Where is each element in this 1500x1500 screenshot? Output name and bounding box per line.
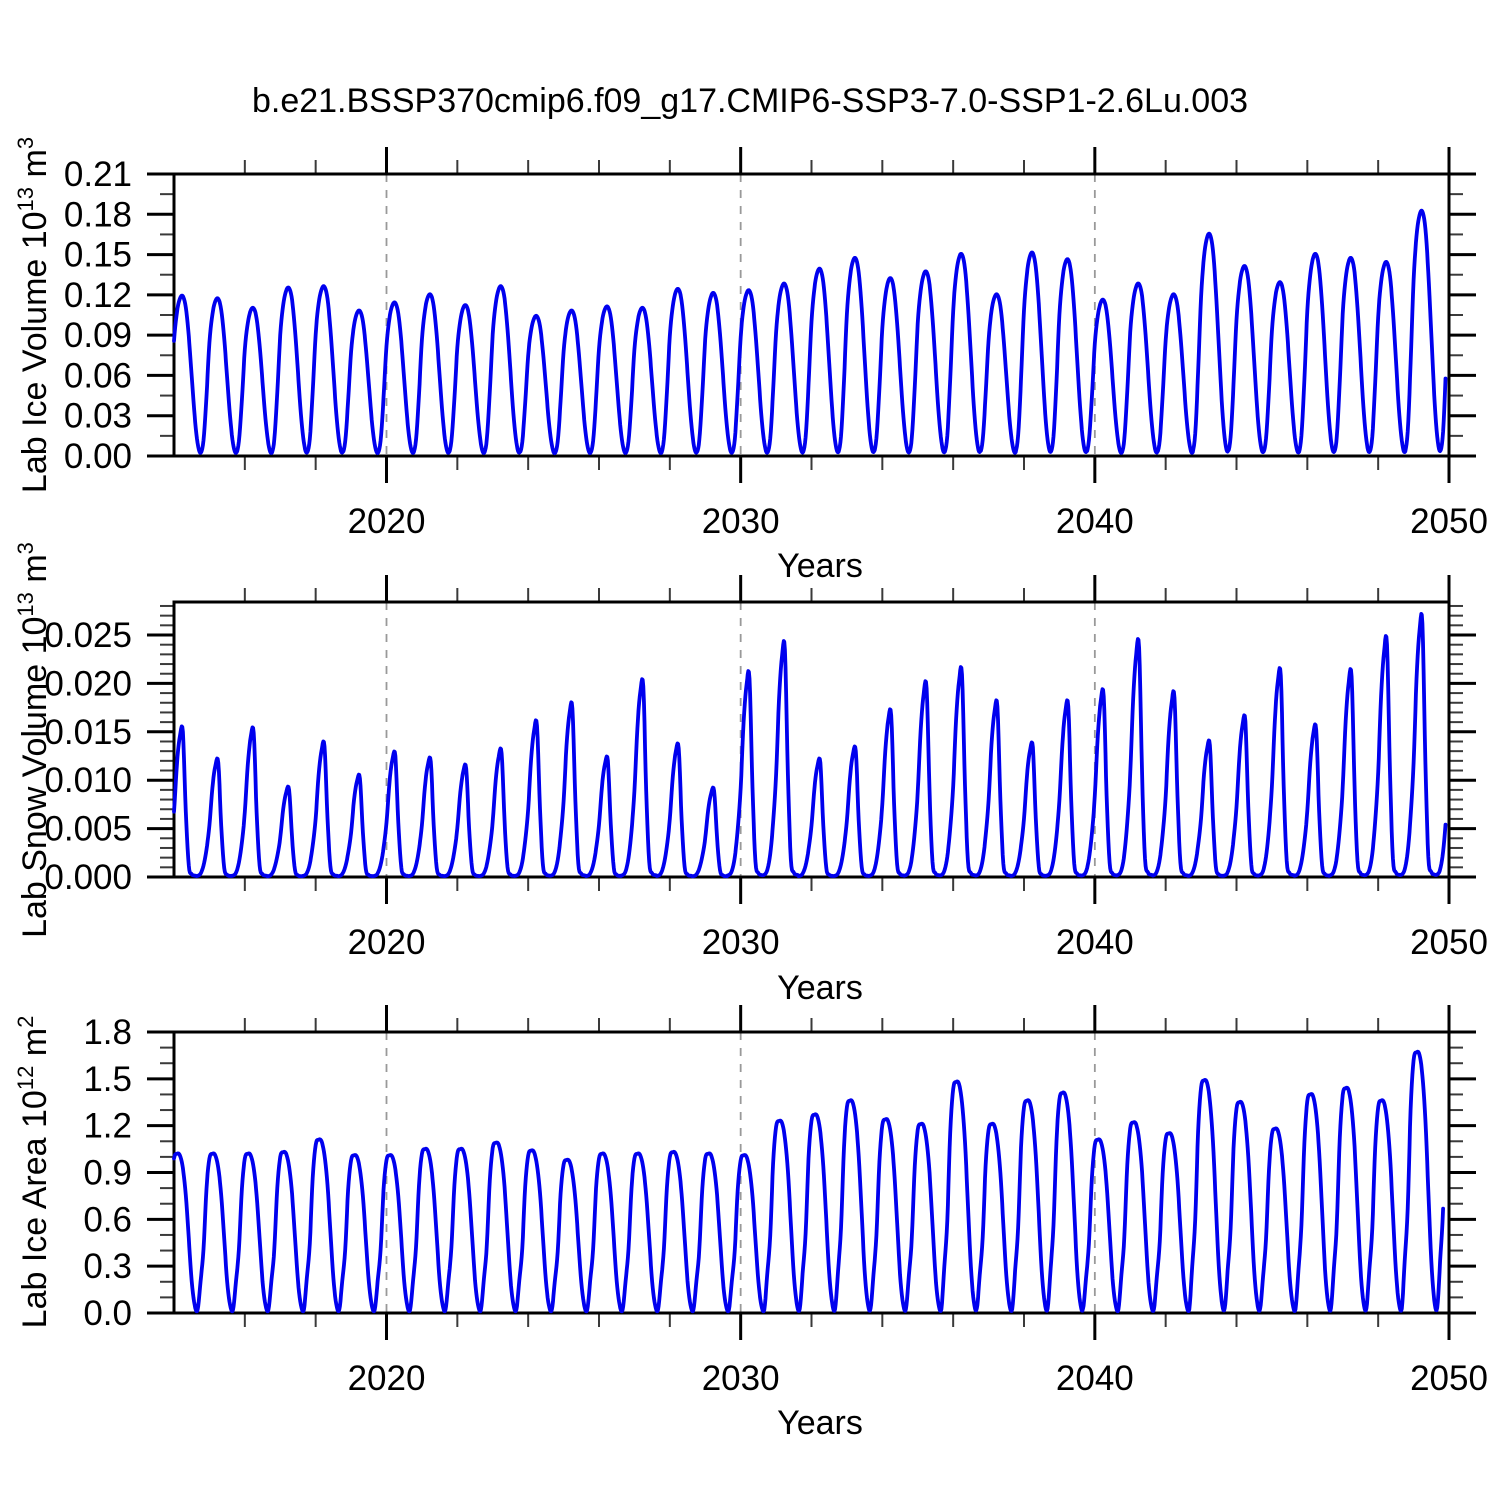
x-tick-label: 2030 xyxy=(702,1359,780,1398)
y-tick-label: 0.09 xyxy=(64,316,132,355)
x-axis-label: Years xyxy=(777,547,863,585)
x-tick-label: 2050 xyxy=(1410,923,1488,962)
y-tick-label: 0.015 xyxy=(44,713,132,752)
y-tick-label: 0.6 xyxy=(83,1200,132,1239)
plot-frame xyxy=(172,172,1451,458)
y-axis-label-text: Lab Ice Volume 10 xyxy=(16,211,54,493)
y-tick-label: 0.18 xyxy=(64,195,132,234)
x-tick-label: 2040 xyxy=(1056,923,1134,962)
x-axis-label: Years xyxy=(777,969,863,1007)
y-axis-label-text: m xyxy=(16,1028,54,1066)
x-tick-label: 2030 xyxy=(702,502,780,541)
chart-title: b.e21.BSSP370cmip6.f09_g17.CMIP6-SSP3-7.… xyxy=(252,82,1248,120)
data-line-lab-ice-area xyxy=(172,1049,1445,1314)
y-axis-label-superscript: 12 xyxy=(13,1066,38,1090)
y-axis-label-text: Lab Ice Area 10 xyxy=(16,1090,54,1328)
y-axis-label-superscript: 3 xyxy=(13,137,38,149)
y-axis-label-superscript: 13 xyxy=(13,187,38,211)
y-axis-label: Lab Snow Volume 1013 m3 xyxy=(13,542,54,938)
data-line-lab-ice-volume xyxy=(172,208,1448,456)
y-axis-label-text: m xyxy=(16,149,54,187)
x-axis-label: Years xyxy=(777,1404,863,1442)
y-tick-label: 0.0 xyxy=(83,1294,132,1333)
y-tick-label: 1.2 xyxy=(83,1107,132,1146)
y-tick-label: 0.020 xyxy=(44,664,132,703)
y-tick-label: 0.3 xyxy=(83,1247,132,1286)
data-line-lab-snow-volume xyxy=(172,612,1448,879)
panel-lab-ice-volume: 2020 2030 2040 2050 0.000.030.060.090.120.15… xyxy=(64,147,1488,541)
x-tick-label: 2040 xyxy=(1056,502,1134,541)
y-tick-label: 0.00 xyxy=(64,437,132,476)
plot-frame xyxy=(172,600,1451,879)
y-tick-label: 0.005 xyxy=(44,810,132,849)
y-tick-label: 0.025 xyxy=(44,616,132,655)
y-tick-label: 0.06 xyxy=(64,356,132,395)
panel-lab-ice-area: 2020 2030 2040 2050 0.0 0.3 0.6 0.9 1.2 1.5 1.8 xyxy=(83,1005,1488,1398)
x-tick-label: 2020 xyxy=(348,502,426,541)
x-tick-label: 2050 xyxy=(1410,1359,1488,1398)
plot-frame xyxy=(172,1030,1451,1315)
y-axis-label: Lab Ice Area 1012 m2 xyxy=(13,1016,54,1329)
y-axis-label-superscript: 2 xyxy=(13,1016,38,1028)
x-tick-label: 2030 xyxy=(702,923,780,962)
panel-lab-snow-volume: 2020 2030 2040 2050 0.000 0.005 0.010 0.015 0.02… xyxy=(44,575,1488,962)
x-tick-label: 2040 xyxy=(1056,1359,1134,1398)
x-tick-label: 2020 xyxy=(348,1359,426,1398)
y-axis-label: Lab Ice Volume 1013 m3 xyxy=(13,137,54,493)
x-tick-label: 2020 xyxy=(348,923,426,962)
y-tick-label: 0.9 xyxy=(83,1154,132,1193)
y-tick-label: 0.12 xyxy=(64,276,132,315)
y-tick-label: 0.15 xyxy=(64,236,132,275)
y-axis-label-superscript: 3 xyxy=(13,542,38,554)
y-tick-label: 0.000 xyxy=(44,858,132,897)
x-tick-label: 2050 xyxy=(1410,502,1488,541)
y-tick-label: 1.8 xyxy=(83,1013,132,1052)
y-axis-label-text: m xyxy=(16,554,54,592)
y-tick-label: 1.5 xyxy=(83,1060,132,1099)
y-tick-label: 0.03 xyxy=(64,397,132,436)
y-tick-label: 0.010 xyxy=(44,761,132,800)
y-tick-label: 0.21 xyxy=(64,155,132,194)
y-axis-label-text: Lab Snow Volume 10 xyxy=(16,617,54,938)
y-axis-label-superscript: 13 xyxy=(13,592,38,616)
